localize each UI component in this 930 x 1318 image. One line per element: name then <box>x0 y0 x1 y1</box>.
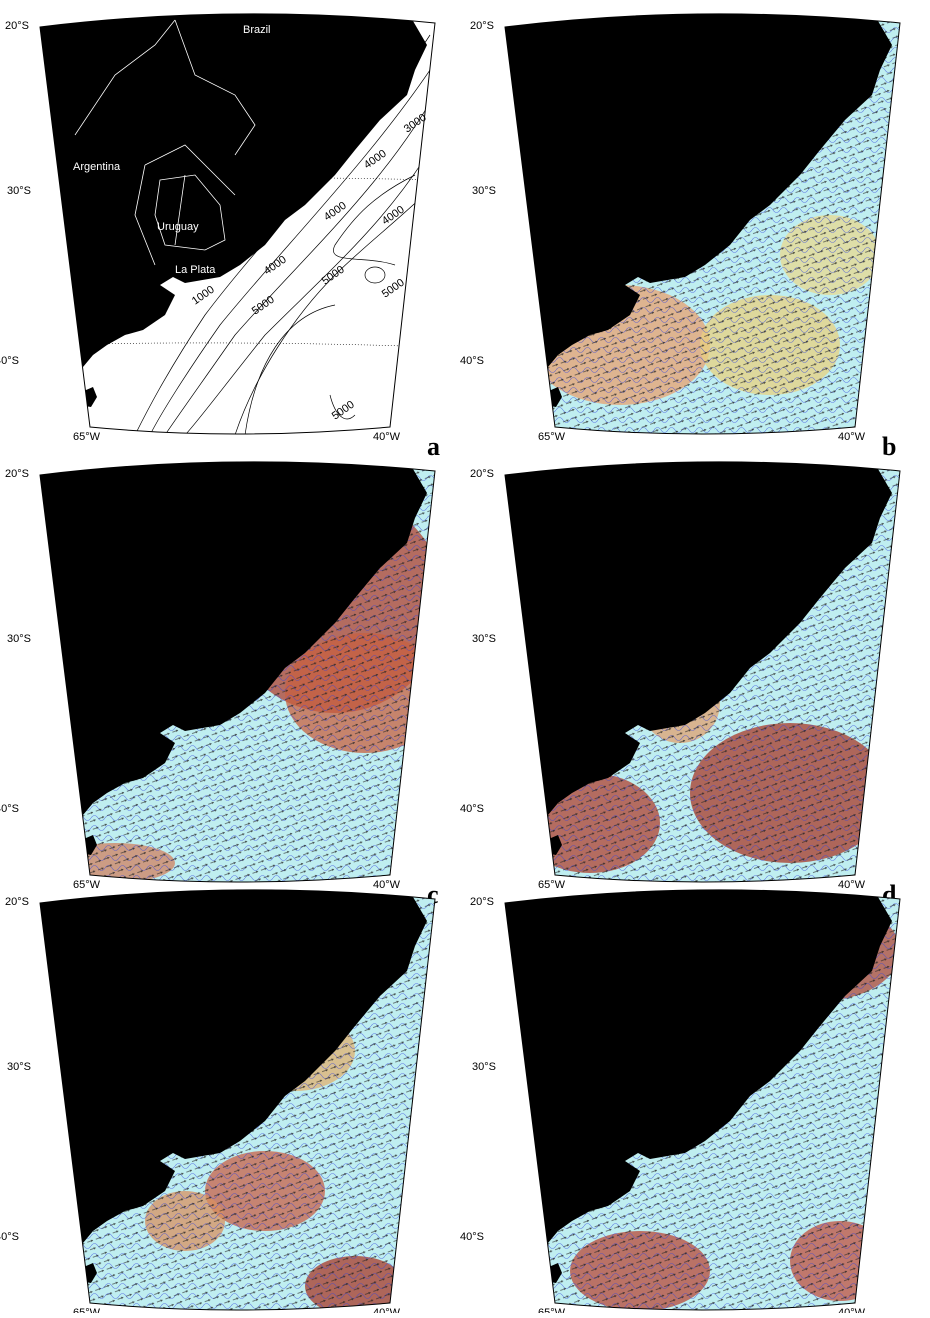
place-label: Uruguay <box>157 221 199 233</box>
longitude-label: 40°W <box>373 1307 401 1313</box>
latitude-label: 40°S <box>460 803 484 815</box>
latitude-label: 20°S <box>470 468 494 480</box>
longitude-label: 40°W <box>838 879 866 891</box>
longitude-label: 40°W <box>838 1307 866 1313</box>
latitude-label: 30°S <box>7 185 31 197</box>
longitude-label: 65°W <box>538 879 566 891</box>
latitude-label: 40°S <box>0 1231 19 1243</box>
map-panel: 20°S30°S40°S65°W40°Wf <box>460 889 900 1313</box>
figure: 20°S 30°S 40°S 65°W 40°W a Brazil Argentina Urug… <box>0 0 930 1313</box>
map-body <box>505 889 900 1311</box>
latitude-label: 40°S <box>0 355 19 367</box>
place-label: La Plata <box>175 264 216 276</box>
latitude-label: 30°S <box>472 185 496 197</box>
map-panel: 20°S 30°S 40°S 65°W 40°W b <box>460 13 900 461</box>
latitude-label: 30°S <box>7 1061 31 1073</box>
longitude-label: 40°W <box>838 431 866 443</box>
map-panel: 20°S30°S40°S65°W40°Wc <box>0 461 445 909</box>
map-body <box>40 461 445 883</box>
panel-letter: a <box>427 432 440 461</box>
latitude-label: 20°S <box>470 896 494 908</box>
latitude-label: 30°S <box>7 633 31 645</box>
place-label: Argentina <box>73 161 121 173</box>
map-body <box>40 889 435 1313</box>
map-panel: 20°S30°S40°S65°W40°We <box>0 889 439 1313</box>
latitude-label: 30°S <box>472 633 496 645</box>
latitude-label: 40°S <box>460 1231 484 1243</box>
latitude-label: 20°S <box>5 468 29 480</box>
latitude-label: 20°S <box>470 20 494 32</box>
latitude-label: 40°S <box>0 803 19 815</box>
longitude-label: 65°W <box>73 431 101 443</box>
longitude-label: 65°W <box>538 1307 566 1313</box>
map-body <box>505 13 900 434</box>
panel-letter: b <box>882 432 896 461</box>
longitude-label: 40°W <box>373 431 401 443</box>
map-panel: 20°S 30°S 40°S 65°W 40°W a Brazil Argentina Urug… <box>0 13 445 461</box>
longitude-label: 65°W <box>538 431 566 443</box>
latitude-label: 30°S <box>472 1061 496 1073</box>
place-label: Brazil <box>243 24 271 36</box>
map-body <box>505 461 900 882</box>
latitude-label: 40°S <box>460 355 484 367</box>
longitude-label: 65°W <box>73 879 101 891</box>
longitude-label: 40°W <box>373 879 401 891</box>
longitude-label: 65°W <box>73 1307 101 1313</box>
latitude-label: 20°S <box>5 896 29 908</box>
latitude-label: 20°S <box>5 20 29 32</box>
